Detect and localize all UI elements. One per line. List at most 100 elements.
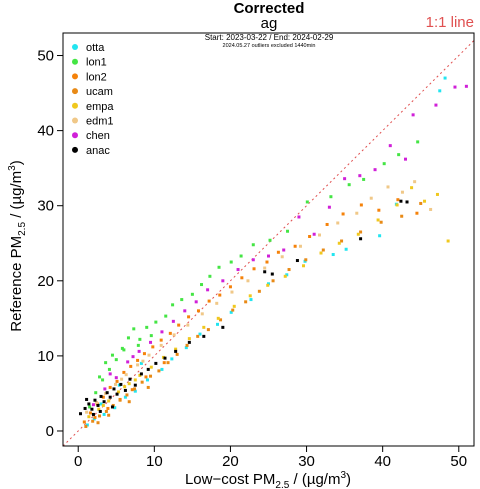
data-point-otta [113, 406, 117, 410]
data-point-empa [127, 382, 131, 386]
data-point-edm1 [355, 211, 359, 215]
data-point-lon2 [162, 361, 166, 365]
data-point-otta [229, 310, 233, 314]
data-point-chen [91, 403, 95, 407]
data-point-ucam [257, 289, 261, 293]
legend-label-lon2: lon2 [86, 71, 107, 83]
data-point-lon1 [347, 183, 351, 187]
data-point-edm1 [215, 301, 219, 305]
data-point-chen [108, 372, 112, 376]
data-point-ucam [185, 343, 189, 347]
data-point-edm1 [147, 353, 151, 357]
data-point-empa [149, 365, 153, 369]
data-point-edm1 [280, 255, 284, 259]
data-point-edm1 [413, 180, 417, 184]
data-point-empa [302, 264, 306, 268]
y-axis-label-close: ) [8, 160, 25, 165]
data-point-empa [107, 399, 111, 403]
data-point-ucam [419, 201, 423, 205]
data-point-lon1 [171, 303, 175, 307]
chart-subtitle: ag [261, 15, 278, 32]
data-point-ucam [304, 258, 308, 262]
data-point-otta [139, 361, 143, 365]
data-point-lon2 [95, 402, 99, 406]
data-point-anac [85, 397, 89, 401]
data-point-ucam [96, 421, 100, 425]
y-tick-label: 10 [37, 348, 54, 365]
data-point-anac [98, 409, 102, 413]
data-point-ucam [231, 308, 235, 312]
data-point-empa [395, 203, 399, 207]
legend-label-otta: otta [86, 42, 105, 54]
data-point-ucam [146, 385, 150, 389]
data-point-empa [356, 232, 360, 236]
data-point-edm1 [336, 221, 340, 225]
y-axis-label-superscript: 3 [7, 165, 18, 171]
legend: otta lon1 lon2 ucam empa edm1 chen anac [72, 42, 114, 157]
data-point-ucam [340, 239, 344, 243]
data-point-lon1 [94, 391, 98, 395]
data-point-empa [266, 283, 270, 287]
data-point-chen [221, 279, 225, 283]
data-point-chen [171, 319, 175, 323]
data-point-lon2 [82, 420, 86, 424]
data-point-chen [464, 84, 468, 88]
data-point-empa [283, 274, 287, 278]
data-point-lon1 [149, 334, 153, 338]
data-point-empa [174, 347, 178, 351]
legend-label-ucam: ucam [86, 86, 113, 98]
data-point-anac [405, 200, 409, 204]
data-point-edm1 [429, 207, 433, 211]
data-point-edm1 [136, 363, 140, 367]
data-point-empa [138, 373, 142, 377]
data-point-ucam [111, 403, 115, 407]
data-point-lon1 [136, 343, 140, 347]
data-point-empa [97, 407, 101, 411]
data-point-lon2 [207, 299, 211, 303]
data-point-anac [96, 403, 100, 407]
data-point-empa [446, 239, 450, 243]
data-point-edm1 [386, 185, 390, 189]
data-point-lon1 [329, 195, 333, 199]
x-axis-label-close: ) [346, 471, 351, 488]
data-point-lon1 [154, 320, 158, 324]
data-point-otta [267, 282, 270, 286]
data-point-empa [232, 304, 236, 308]
data-point-lon1 [382, 162, 386, 166]
data-point-lon1 [110, 353, 114, 357]
data-point-lon2 [396, 198, 400, 202]
data-point-lon2 [240, 276, 244, 280]
data-point-lon1 [397, 153, 401, 157]
data-point-lon2 [341, 212, 345, 216]
data-point-edm1 [400, 190, 404, 194]
data-point-lon2 [308, 234, 312, 238]
data-point-lon1 [286, 229, 290, 233]
data-point-anac [110, 405, 114, 409]
data-point-anac [112, 387, 116, 391]
data-point-lon1 [114, 358, 118, 362]
y-axis-label: Reference PM2.5 / (µg/m3) [7, 160, 28, 332]
data-point-lon1 [88, 405, 92, 409]
data-point-chen [194, 300, 198, 304]
data-point-lon2 [265, 260, 269, 264]
x-axis-label-main: Low−cost PM [185, 471, 275, 488]
x-tick-label: 30 [298, 453, 315, 470]
data-point-chen [114, 376, 118, 380]
legend-marker-lon2 [72, 73, 78, 80]
data-point-ucam [244, 300, 248, 304]
x-tick-label: 10 [146, 453, 163, 470]
data-point-lon2 [377, 208, 381, 212]
data-point-chen [404, 157, 407, 161]
data-point-ucam [359, 230, 363, 234]
data-point-edm1 [120, 377, 124, 381]
data-point-empa [123, 385, 127, 389]
data-point-lon1 [229, 260, 233, 264]
data-point-anac [163, 356, 167, 360]
data-point-anac [87, 402, 91, 406]
x-axis-label-unit: / (µg/m [289, 471, 340, 488]
data-point-lon2 [228, 285, 232, 289]
legend-marker-chen [72, 132, 78, 139]
data-point-lon1 [208, 274, 212, 278]
data-point-anac [105, 391, 109, 395]
data-point-otta [133, 389, 137, 393]
